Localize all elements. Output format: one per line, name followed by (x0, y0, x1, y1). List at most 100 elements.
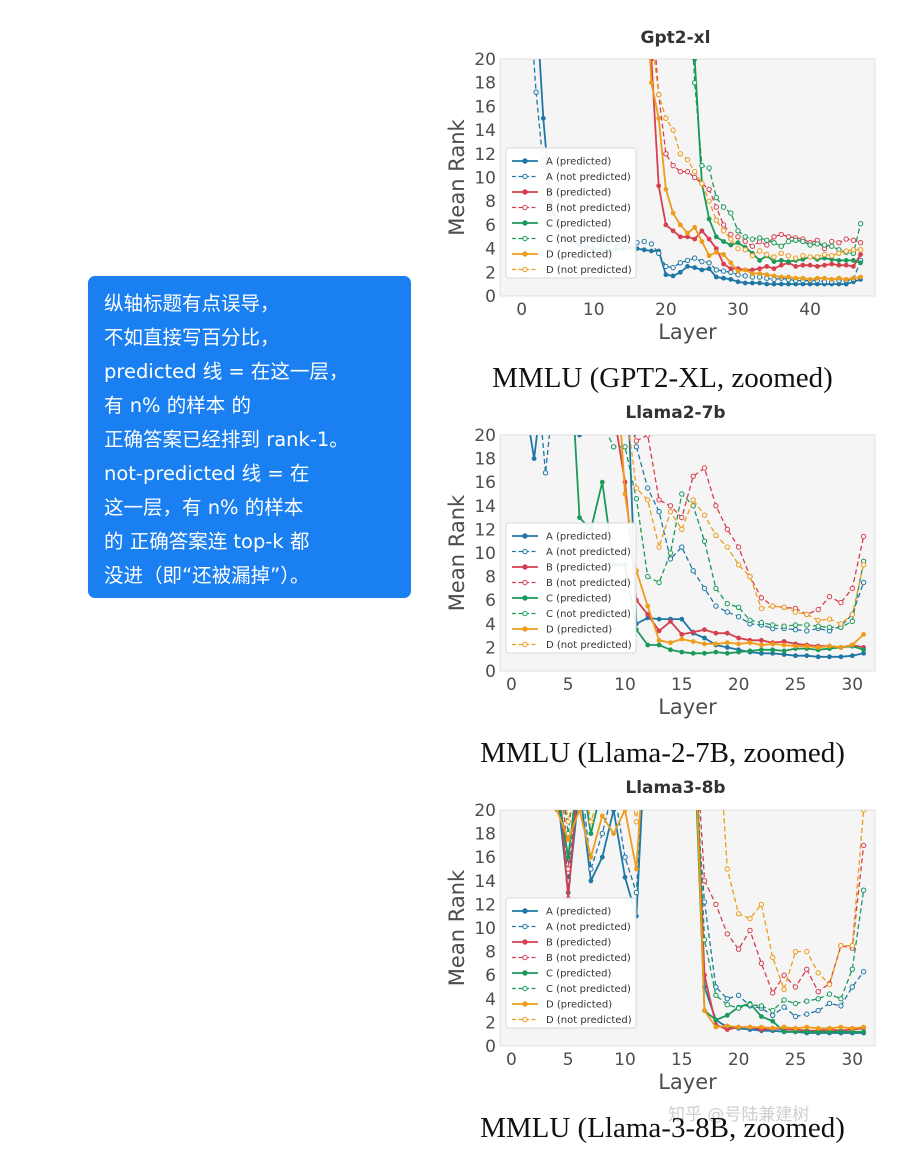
legend-label: A (predicted) (546, 532, 611, 543)
data-point (713, 249, 719, 255)
data-point (657, 690, 661, 694)
data-point (656, 579, 662, 586)
legend-label: D (not predicted) (546, 1015, 632, 1026)
data-point (849, 984, 855, 990)
legend-marker (522, 533, 528, 539)
data-point (735, 240, 741, 246)
data-point (721, 252, 726, 257)
data-point (851, 275, 856, 281)
x-tick-label: 40 (799, 300, 821, 320)
data-point (735, 234, 741, 240)
data-point (679, 636, 685, 642)
data-point (735, 228, 741, 234)
series-line (565, 810, 865, 992)
data-point (836, 250, 842, 257)
data-point (742, 247, 748, 253)
y-tick-label: 10 (474, 544, 496, 564)
y-tick-label: 18 (474, 450, 496, 470)
data-point (764, 237, 770, 244)
data-point (699, 267, 705, 273)
data-point (679, 649, 685, 655)
data-point (713, 901, 719, 908)
data-point (611, 315, 615, 319)
data-point (757, 280, 762, 286)
legend-label: D (predicted) (546, 1000, 612, 1011)
legend-marker (522, 173, 528, 180)
data-point (858, 252, 863, 257)
data-point (657, 690, 661, 694)
data-point (706, 216, 712, 222)
data-point (668, 640, 673, 646)
data-point (713, 641, 719, 647)
data-point (807, 254, 813, 260)
data-point (646, 690, 650, 694)
data-point (543, 690, 547, 694)
data-point (701, 465, 708, 471)
data-point (555, 713, 559, 717)
data-point (750, 271, 755, 276)
data-point (764, 272, 770, 278)
data-point (706, 198, 712, 204)
data-point (657, 690, 661, 694)
data-point (793, 653, 798, 659)
data-point (667, 550, 674, 556)
data-point (838, 996, 844, 1002)
data-point (699, 180, 705, 187)
data-point (793, 1025, 798, 1031)
x-tick-label: 20 (728, 675, 750, 695)
legend-label: B (predicted) (546, 563, 611, 574)
data-point (747, 640, 753, 646)
data-point (747, 617, 753, 623)
data-point (622, 444, 628, 450)
legend-label: C (predicted) (546, 969, 611, 980)
data-point (735, 604, 742, 610)
data-point (849, 642, 855, 648)
legend-marker (522, 626, 528, 632)
legend-marker (522, 939, 528, 945)
data-point (667, 509, 674, 515)
data-point (781, 997, 787, 1003)
x-tick-label: 20 (728, 1050, 750, 1070)
data-point (742, 267, 748, 273)
data-point (600, 785, 604, 789)
data-point (857, 240, 864, 246)
data-point (826, 1000, 833, 1007)
data-point (623, 397, 627, 401)
data-point (532, 338, 536, 342)
x-tick-label: 30 (727, 300, 749, 320)
data-point (622, 854, 628, 860)
data-point (713, 603, 719, 609)
legend-marker (522, 1001, 528, 1007)
data-point (728, 236, 734, 242)
data-point (850, 237, 857, 244)
data-point (685, 230, 690, 236)
data-point (736, 649, 741, 655)
data-point (555, 785, 559, 789)
data-point (670, 210, 676, 216)
data-point (778, 274, 784, 280)
legend-label: B (predicted) (546, 938, 611, 949)
data-point (756, 235, 763, 241)
data-point (861, 1029, 866, 1035)
data-point (677, 269, 683, 275)
data-point (692, 80, 698, 86)
legend-marker (522, 220, 528, 226)
data-point (646, 690, 650, 694)
data-point (720, 222, 727, 228)
legend-marker (522, 985, 528, 992)
y-tick-label: 0 (485, 1037, 496, 1057)
data-point (588, 878, 594, 884)
data-point (849, 943, 855, 949)
data-point (656, 115, 662, 121)
data-point (786, 259, 791, 265)
data-point (735, 946, 742, 952)
data-point (641, 247, 647, 253)
data-point (764, 242, 770, 248)
legend-marker (522, 251, 528, 257)
data-point (758, 619, 765, 626)
data-point (566, 315, 570, 319)
data-point (778, 243, 784, 249)
data-point (749, 243, 756, 249)
data-point (814, 254, 820, 260)
y-tick-label: 8 (485, 568, 496, 588)
